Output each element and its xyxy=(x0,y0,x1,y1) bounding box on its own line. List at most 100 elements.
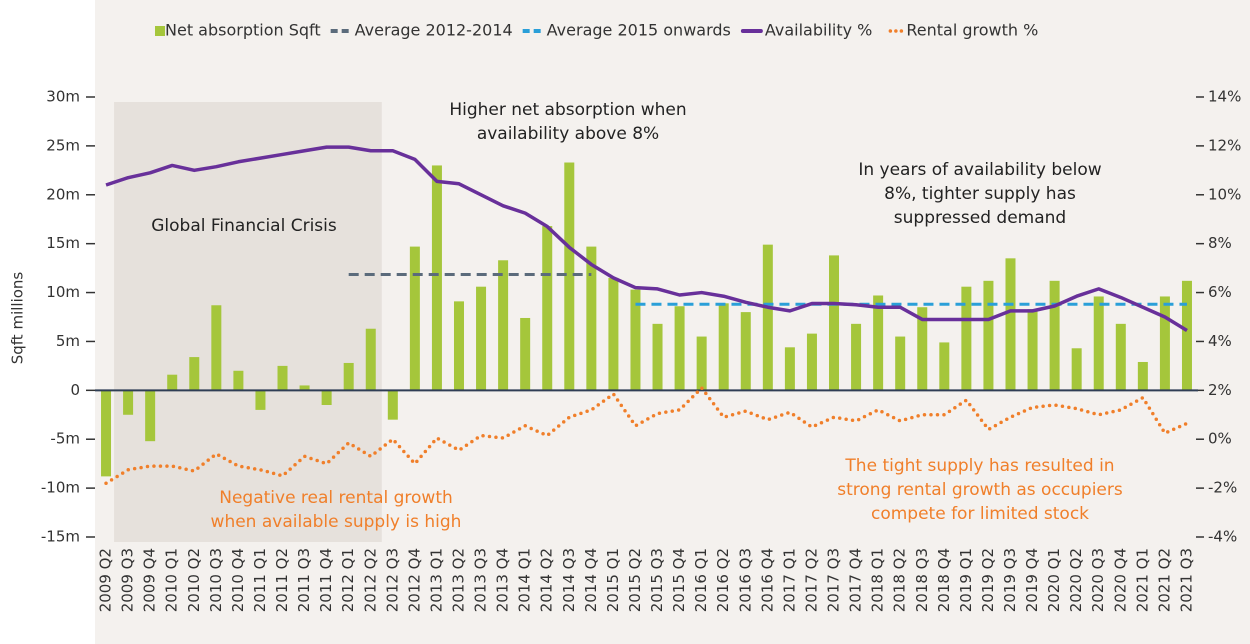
bar xyxy=(564,162,575,391)
x-tick-label: 2019 Q4 xyxy=(1023,548,1041,612)
annotation: In years of availability below xyxy=(858,160,1101,180)
y-tick-label: -10m xyxy=(41,479,80,497)
bar xyxy=(476,286,487,391)
x-tick-label: 2012 Q3 xyxy=(383,548,401,612)
bar xyxy=(189,357,200,391)
bar xyxy=(277,365,288,391)
bar xyxy=(806,333,817,391)
x-tick-label: 2016 Q1 xyxy=(692,548,710,612)
y-tick-label: 10m xyxy=(46,283,80,301)
x-tick-label: 2013 Q4 xyxy=(494,548,512,612)
annotation: The tight supply has resulted in xyxy=(844,456,1114,476)
bar xyxy=(255,390,266,410)
x-tick-label: 2018 Q1 xyxy=(869,548,887,612)
x-tick-label: 2020 Q3 xyxy=(1089,548,1107,612)
bar xyxy=(1071,348,1082,391)
x-tick-label: 2021 Q1 xyxy=(1133,548,1151,612)
legend-label: Average 2015 onwards xyxy=(547,21,731,40)
x-tick-label: 2016 Q3 xyxy=(736,548,754,612)
bar xyxy=(1005,258,1016,391)
bar xyxy=(1159,296,1170,391)
bar xyxy=(829,255,840,391)
y2-tick-label: -4% xyxy=(1208,528,1237,546)
x-tick-label: 2017 Q4 xyxy=(847,548,865,612)
y2-tick-label: -2% xyxy=(1208,479,1237,497)
bar xyxy=(453,301,464,391)
x-tick-label: 2013 Q2 xyxy=(449,548,467,612)
bar xyxy=(1027,309,1038,391)
x-tick-label: 2011 Q2 xyxy=(273,548,291,612)
annotation: strong rental growth as occupiers xyxy=(837,480,1123,500)
annotation: availability above 8% xyxy=(477,124,659,144)
x-tick-label: 2020 Q1 xyxy=(1045,548,1063,612)
x-tick-label: 2014 Q3 xyxy=(560,548,578,612)
y-tick-label: 25m xyxy=(46,136,80,154)
bar xyxy=(1137,361,1148,391)
y-tick-label: -5m xyxy=(50,430,80,448)
bar xyxy=(233,370,244,391)
y-tick-label: 15m xyxy=(46,234,80,252)
x-tick-label: 2013 Q1 xyxy=(427,548,445,612)
bar xyxy=(652,323,663,391)
dotted-line xyxy=(104,385,1189,485)
bar xyxy=(740,312,751,391)
x-tick-label: 2020 Q2 xyxy=(1067,548,1085,612)
y-tick-label: 30m xyxy=(46,88,80,106)
bar xyxy=(851,323,862,391)
bar xyxy=(123,390,134,415)
shaded-period xyxy=(114,102,382,542)
annotation: Higher net absorption when xyxy=(449,100,686,120)
bar xyxy=(718,303,729,391)
y-tick-label: -15m xyxy=(41,528,80,546)
bar xyxy=(409,246,420,391)
x-tick-label: 2015 Q3 xyxy=(648,548,666,612)
x-tick-label: 2018 Q3 xyxy=(913,548,931,612)
bar xyxy=(387,390,398,420)
bar xyxy=(1093,296,1104,391)
bar xyxy=(1115,323,1126,391)
annotation: 8%, tighter supply has xyxy=(884,184,1076,204)
line xyxy=(105,145,1188,332)
x-tick-label: 2019 Q3 xyxy=(1001,548,1019,612)
x-tick-label: 2010 Q4 xyxy=(229,548,247,612)
annotation: compete for limited stock xyxy=(871,504,1089,524)
bar xyxy=(696,336,707,391)
bar xyxy=(145,390,156,442)
x-tick-label: 2014 Q2 xyxy=(538,548,556,612)
bar xyxy=(762,244,773,391)
x-tick-label: 2021 Q2 xyxy=(1155,548,1173,612)
bar xyxy=(961,286,972,391)
x-tick-label: 2011 Q3 xyxy=(295,548,313,612)
x-tick-label: 2018 Q2 xyxy=(891,548,909,612)
bar xyxy=(321,390,332,405)
bar xyxy=(101,390,112,477)
x-tick-label: 2014 Q4 xyxy=(582,548,600,612)
bar xyxy=(520,317,531,391)
x-tick-label: 2019 Q1 xyxy=(957,548,975,612)
y-tick-label: 0 xyxy=(70,381,80,399)
x-tick-label: 2010 Q1 xyxy=(163,548,181,612)
bar xyxy=(1181,280,1192,391)
annotation: when available supply is high xyxy=(211,512,462,532)
bar xyxy=(365,328,376,391)
x-tick-label: 2010 Q2 xyxy=(185,548,203,612)
bar xyxy=(784,347,795,391)
legend-marker xyxy=(155,26,165,36)
x-tick-label: 2016 Q4 xyxy=(758,548,776,612)
x-tick-label: 2021 Q3 xyxy=(1177,548,1195,612)
legend-label: Rental growth % xyxy=(906,21,1038,40)
bar xyxy=(674,306,685,391)
y2-tick-label: 0% xyxy=(1208,430,1232,448)
bar xyxy=(608,277,619,391)
bar xyxy=(431,165,442,391)
x-tick-label: 2015 Q4 xyxy=(670,548,688,612)
legend-label: Net absorption Sqft xyxy=(165,21,321,40)
y2-tick-label: 10% xyxy=(1208,185,1241,203)
y2-tick-label: 12% xyxy=(1208,136,1241,154)
y2-tick-label: 6% xyxy=(1208,283,1232,301)
bar xyxy=(917,307,928,391)
y2-tick-label: 4% xyxy=(1208,332,1232,350)
annotation: suppressed demand xyxy=(894,208,1066,228)
x-tick-label: 2015 Q2 xyxy=(626,548,644,612)
